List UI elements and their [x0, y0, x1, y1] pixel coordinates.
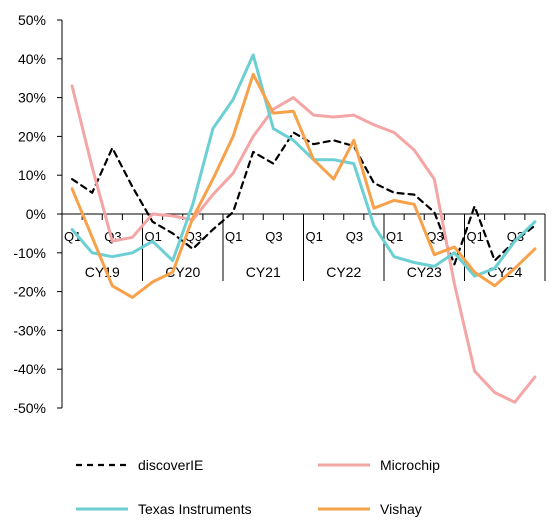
x-quarter-label: Q1 [225, 229, 242, 244]
y-tick-label: 20% [18, 128, 46, 144]
legend: discoverIE Microchip Texas Instruments Vish… [76, 457, 440, 517]
legend-label: Microchip [380, 457, 440, 473]
x-quarter-label: Q3 [185, 229, 202, 244]
x-quarter-label: Q3 [426, 229, 443, 244]
legend-label: Texas Instruments [138, 501, 252, 517]
y-tick-label: -20% [13, 284, 46, 300]
series-line-microchip [70, 84, 537, 404]
x-quarter-label: Q1 [64, 229, 81, 244]
x-year-label: CY22 [326, 264, 361, 280]
x-quarter-label: Q1 [467, 229, 484, 244]
legend-label: discoverIE [138, 457, 203, 473]
x-year-label: CY23 [407, 264, 442, 280]
y-tick-label: -30% [13, 322, 46, 338]
y-axis: 50% 40% 30% 20% 10% 0% -10% -20% -30% -40% -50% [13, 12, 63, 416]
x-quarter-label: Q1 [145, 229, 162, 244]
y-tick-label: 40% [18, 51, 46, 67]
x-quarter-label: Q1 [306, 229, 323, 244]
series-lines [70, 53, 537, 404]
y-tick-label: -10% [13, 245, 46, 261]
x-quarter-label: Q3 [507, 229, 524, 244]
y-tick-label: 0% [26, 206, 46, 222]
series-line-vishay [70, 72, 537, 299]
y-tick-label: 10% [18, 167, 46, 183]
x-year-label: CY19 [85, 264, 120, 280]
x-year-label: CY21 [246, 264, 281, 280]
y-tick-label: 30% [18, 90, 46, 106]
x-quarter-label: Q3 [265, 229, 282, 244]
y-tick-label: -40% [13, 361, 46, 377]
y-tick-label: -50% [13, 400, 46, 416]
x-quarter-label: Q1 [386, 229, 403, 244]
series-line-texas-instruments [70, 53, 537, 278]
y-tick-label: 50% [18, 12, 46, 28]
x-quarter-label: Q3 [346, 229, 363, 244]
legend-label: Vishay [380, 501, 422, 517]
